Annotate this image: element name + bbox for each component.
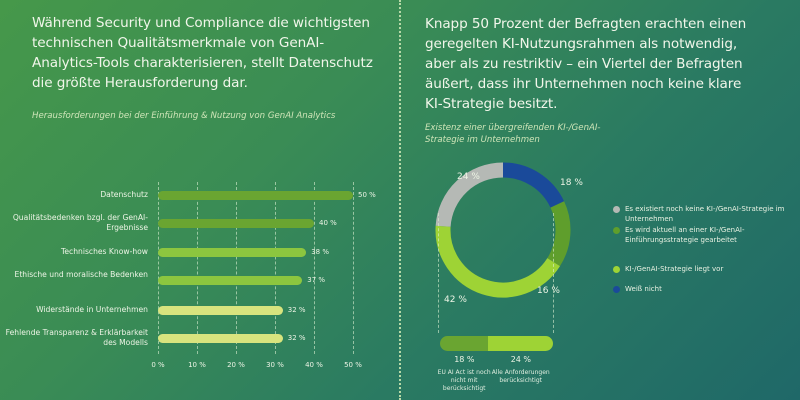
bar — [158, 306, 283, 315]
donut-value-label: 16 % — [537, 286, 560, 296]
bar-chart-subtitle: Herausforderungen bei der Einführung & N… — [32, 111, 336, 121]
gridline — [158, 182, 159, 354]
bar — [158, 191, 353, 200]
legend-label: Weiß nicht — [625, 285, 662, 293]
donut-value-label: 42 % — [444, 295, 467, 305]
legend-swatch — [613, 266, 620, 273]
bar-value-label: 40 % — [319, 219, 337, 227]
bar — [158, 334, 283, 343]
x-tick-label: 20 % — [227, 361, 245, 369]
gridline — [197, 182, 198, 354]
bar — [158, 276, 303, 285]
x-tick-label: 0 % — [151, 361, 165, 369]
gridline — [275, 182, 276, 354]
legend-swatch — [613, 286, 620, 293]
breakdown-value-label: 24 % — [510, 355, 532, 364]
bar — [158, 248, 307, 257]
breakdown-value-label: 18 % — [454, 355, 475, 364]
gridline — [236, 182, 237, 354]
donut-slice — [502, 162, 565, 208]
left-headline: Während Security und Compliance die wich… — [32, 15, 373, 91]
bar-value-label: 37 % — [307, 276, 326, 284]
donut-value-label: 18 % — [560, 178, 583, 188]
legend-item: Es existiert noch keine KI-/GenAI-Strate… — [613, 204, 785, 224]
legend-swatch — [613, 206, 620, 213]
breakdown-segment — [440, 336, 489, 351]
breakdown-label: Alle Anforderungen berücksichtigt — [491, 369, 550, 384]
donut-slice — [547, 201, 571, 267]
x-tick-label: 40 % — [305, 361, 323, 369]
legend-swatch — [613, 227, 620, 234]
legend-item: Es wird aktuell an einer KI-/GenAI-Einfü… — [613, 225, 785, 245]
donut-svg — [435, 162, 571, 298]
donut-chart-subtitle: Existenz einer übergreifenden KI-/GenAI-… — [425, 123, 601, 145]
bar — [158, 219, 314, 228]
bar-label: Widerstände in Unternehmen — [36, 305, 148, 314]
bar-value-label: 50 % — [358, 191, 376, 199]
bar-value-label: 32 % — [287, 306, 306, 314]
donut-slice — [435, 225, 560, 298]
donut-slice — [435, 162, 504, 227]
gridline — [353, 182, 354, 354]
x-tick-label: 50 % — [344, 361, 362, 369]
bar-label: Qualitätsbedenken bzgl. der GenAI-Ergebn… — [12, 213, 148, 232]
legend-label: KI-/GenAI-Strategie liegt vor — [625, 265, 724, 273]
legend-item: KI-/GenAI-Strategie liegt vor — [613, 264, 785, 274]
bar-label: Datenschutz — [100, 190, 148, 199]
legend-label: Es existiert noch keine KI-/GenAI-Strate… — [625, 205, 785, 223]
breakdown-bracket — [438, 213, 554, 333]
right-headline: Knapp 50 Prozent der Befragten erachten … — [425, 16, 747, 112]
bar-value-label: 38 % — [311, 248, 329, 256]
bar-value-label: 32 % — [287, 334, 306, 342]
bar-label: Ethische und moralische Bedenken — [14, 270, 148, 279]
bar-label: Fehlende Transparenz & Erklärbarkeit des… — [5, 328, 148, 347]
legend-item: Weiß nicht — [613, 284, 785, 294]
breakdown-label: EU AI Act ist noch nicht mit berücksicht… — [437, 369, 491, 392]
donut-value-label: 24 % — [457, 172, 480, 182]
bar-label: Technisches Know-how — [61, 247, 148, 256]
divider — [399, 0, 401, 400]
x-tick-label: 10 % — [188, 361, 206, 369]
breakdown-segment — [488, 336, 553, 351]
legend-label: Es wird aktuell an einer KI-/GenAI-Einfü… — [625, 226, 745, 244]
gridline — [314, 182, 315, 354]
x-tick-label: 30 % — [266, 361, 284, 369]
